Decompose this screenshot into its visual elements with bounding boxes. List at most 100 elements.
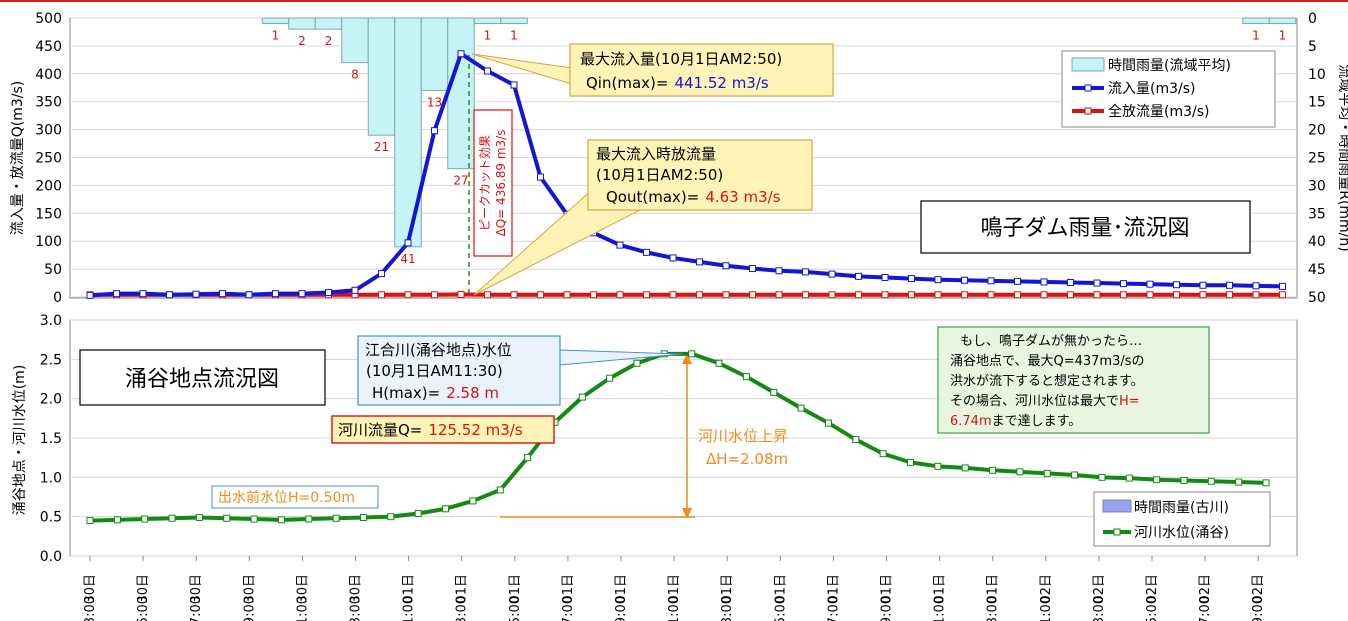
pre-flood-box: [211, 485, 379, 509]
outflow-point: [934, 291, 942, 299]
outflow-point: [1067, 291, 1074, 299]
svg-text:05:00: 05:00: [508, 596, 523, 621]
wakuya-chart: 0.0 0.5 1.0 1.5 2.0 2.5 3.0 涌谷地点・河川水位(m) 涌谷地点流…: [12, 313, 1298, 565]
level-point: [469, 497, 477, 505]
inflow-point: [457, 50, 465, 58]
wakuya-y-tick-label: 0.0: [40, 549, 62, 565]
dam-y-tick-label: 400: [35, 67, 62, 83]
svg-text:02日: 02日: [1145, 574, 1160, 604]
legend-rain-label: 時間雨量(流域平均): [1108, 58, 1231, 74]
level-callout-value: 2.58 m: [446, 384, 499, 402]
svg-text:Qin(max)=441.52 m3/s: Qin(max)= 441.52 m3/s: [586, 74, 769, 92]
inflow-point: [484, 67, 491, 75]
outflow-point: [722, 291, 730, 299]
rain-bar: [500, 17, 528, 25]
svg-text:6.74mまで達します。: 6.74mまで達します。: [950, 414, 1081, 429]
level-point: [305, 515, 313, 523]
dam-y2-tick-label: 40: [1308, 234, 1326, 250]
wakuya-title-box: [79, 349, 326, 406]
legend-inflow-label: 流入量(m3/s): [1108, 81, 1195, 97]
outflow-point: [643, 291, 650, 299]
level-point: [387, 513, 395, 521]
svg-text:15:00: 15:00: [136, 596, 151, 621]
svg-text:30日: 30日: [242, 574, 257, 604]
outflow-point: [961, 291, 968, 299]
dam-y-tick-label: 450: [35, 39, 62, 55]
rain-bar: [367, 17, 396, 136]
legend-furukawa-label: 時間雨量(古川): [1134, 500, 1229, 516]
outflow-point: [802, 291, 809, 299]
note-line5a: 6.74m: [950, 414, 992, 429]
max-outflow-value: 4.63 m3/s: [705, 188, 780, 206]
svg-text:01日: 01日: [826, 574, 841, 604]
note-line3: 洪水が流下すると想定されます。: [950, 373, 1144, 389]
svg-text:03:00: 03:00: [455, 596, 470, 621]
rain-bar: [447, 17, 475, 170]
svg-text:01日: 01日: [561, 574, 576, 604]
inflow-point: [908, 275, 915, 283]
outflow-point: [457, 290, 465, 298]
outflow-point: [431, 291, 438, 299]
outflow-point: [1014, 291, 1021, 299]
inflow-point: [139, 290, 147, 298]
wakuya-y-tick-label: 1.0: [40, 470, 62, 486]
dam-y-tick-label: 50: [44, 262, 62, 278]
dam-y-tick-label: 100: [35, 234, 62, 250]
inflow-point: [1199, 281, 1207, 289]
dam-y2-tick-label: 20: [1308, 123, 1326, 139]
outflow-point: [828, 291, 836, 299]
rise-line2: ΔH=2.08m: [706, 450, 788, 468]
rain-bar: [261, 17, 290, 25]
max-outflow-line2: (10月1日AM2:50): [596, 166, 723, 184]
max-inflow-label: Qin(max)=: [586, 74, 668, 92]
svg-text:01日: 01日: [455, 574, 470, 604]
outflow-point: [537, 291, 544, 299]
inflow-line: [89, 51, 1283, 298]
dam-y2-tick-label: 45: [1308, 262, 1326, 278]
dam-chart-title: 鳴子ダム雨量･流況図: [980, 216, 1189, 241]
inflow-point: [1014, 277, 1021, 285]
outflow-point: [510, 291, 518, 299]
level-point: [688, 350, 696, 358]
level-callout-label: H(max)=: [372, 384, 440, 402]
rain-bar-label: 8: [351, 68, 359, 82]
inflow-point: [696, 258, 703, 266]
svg-text:21:00: 21:00: [933, 596, 948, 621]
outflow-point: [563, 291, 571, 299]
outflow-point: [484, 291, 491, 299]
inflow-point: [378, 270, 385, 278]
level-point: [141, 515, 149, 523]
svg-text:01日: 01日: [986, 574, 1001, 604]
svg-text:07:00: 07:00: [561, 596, 576, 621]
inflow-point: [669, 254, 677, 262]
outflow-point: [1040, 291, 1048, 299]
outflow-point: [749, 291, 756, 299]
note-line2: 涌谷地点で、最大Q=437m3/sの: [950, 354, 1145, 369]
svg-text:01:00: 01:00: [402, 596, 417, 621]
level-point: [934, 462, 942, 470]
outflow-point: [696, 291, 703, 299]
inflow-point: [272, 290, 279, 298]
pre-flood-label: 出水前水位H=0.50m: [218, 489, 355, 506]
dam-y2-tick-label: 50: [1308, 290, 1326, 306]
wakuya-y-tick-label: 0.5: [40, 510, 62, 526]
level-point: [989, 466, 997, 474]
note-line4a: その場合、河川水位は最大で: [950, 394, 1119, 409]
inflow-point: [86, 291, 94, 299]
legend-inflow-marker: [1084, 84, 1092, 92]
inflow-point: [1252, 282, 1260, 290]
inflow-point: [987, 277, 995, 285]
svg-text:02日: 02日: [1092, 574, 1107, 604]
level-point: [907, 458, 914, 466]
dam-y2-tick-label: 0: [1308, 11, 1317, 27]
